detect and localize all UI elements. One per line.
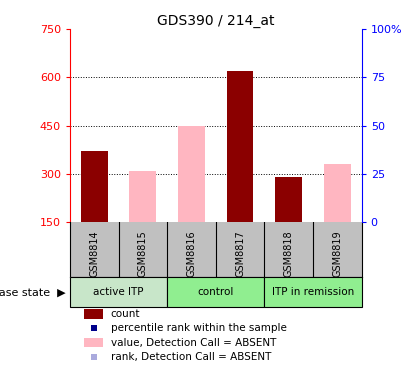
Text: count: count <box>111 309 140 319</box>
Bar <box>275 177 302 222</box>
Text: GSM8814: GSM8814 <box>89 230 99 277</box>
Bar <box>85 309 104 319</box>
Bar <box>81 151 108 222</box>
Text: active ITP: active ITP <box>93 287 144 297</box>
Bar <box>85 337 104 347</box>
Title: GDS390 / 214_at: GDS390 / 214_at <box>157 14 275 28</box>
Text: GSM8816: GSM8816 <box>187 230 196 277</box>
Text: GSM8819: GSM8819 <box>332 230 342 277</box>
Text: GSM8818: GSM8818 <box>284 230 294 277</box>
Text: rank, Detection Call = ABSENT: rank, Detection Call = ABSENT <box>111 352 271 362</box>
Text: ITP in remission: ITP in remission <box>272 287 354 297</box>
Bar <box>324 164 351 222</box>
Bar <box>167 277 264 307</box>
Text: GSM8817: GSM8817 <box>235 230 245 277</box>
Bar <box>227 71 254 222</box>
Bar <box>178 126 205 222</box>
Text: value, Detection Call = ABSENT: value, Detection Call = ABSENT <box>111 337 276 348</box>
Bar <box>264 277 362 307</box>
Text: control: control <box>198 287 234 297</box>
Text: GSM8815: GSM8815 <box>138 230 148 277</box>
Text: percentile rank within the sample: percentile rank within the sample <box>111 323 286 333</box>
Text: disease state  ▶: disease state ▶ <box>0 287 66 297</box>
Bar <box>129 171 156 222</box>
Bar <box>70 277 167 307</box>
